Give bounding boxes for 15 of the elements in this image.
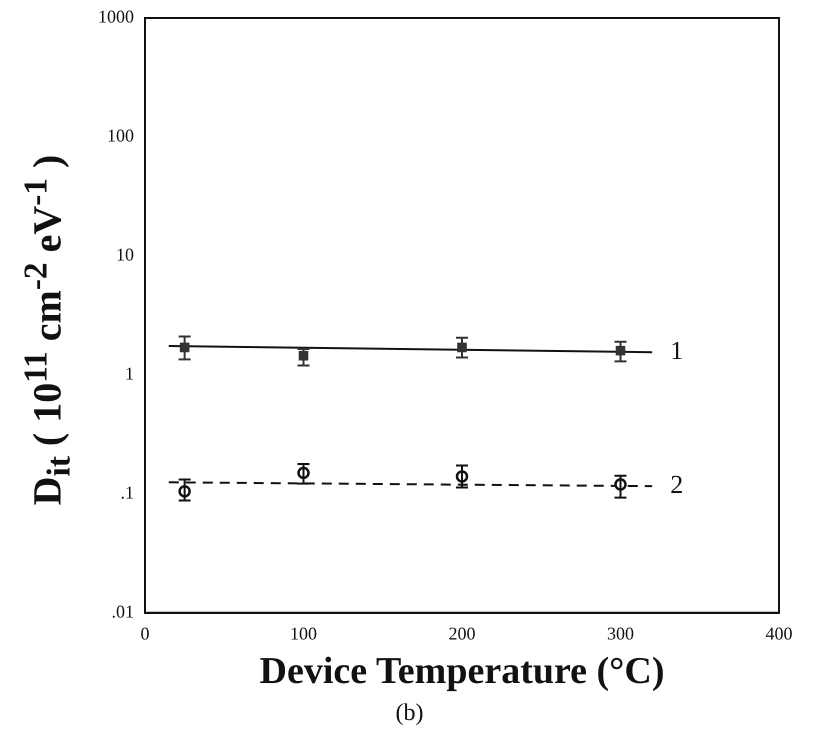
x-tick-label: 100 (290, 623, 317, 644)
x-axis-title: Device Temperature (°C) (260, 650, 664, 692)
y-tick-label: 1 (125, 364, 134, 384)
x-tick-label: 300 (607, 623, 634, 644)
y-tick-label: 100 (107, 126, 134, 146)
annotation: 2 (670, 470, 684, 499)
x-tick-label: 200 (448, 623, 476, 644)
y-tick-label: 1000 (98, 6, 134, 27)
annotation: 1 (670, 336, 684, 366)
y-tick-label: 10 (116, 244, 134, 265)
y-tick-label: .01 (112, 602, 134, 622)
x-tick-label: 0 (140, 623, 150, 644)
text: (b) (394, 700, 424, 727)
x-tick-label: 400 (766, 623, 792, 644)
y-tick-label: .1 (120, 482, 134, 503)
